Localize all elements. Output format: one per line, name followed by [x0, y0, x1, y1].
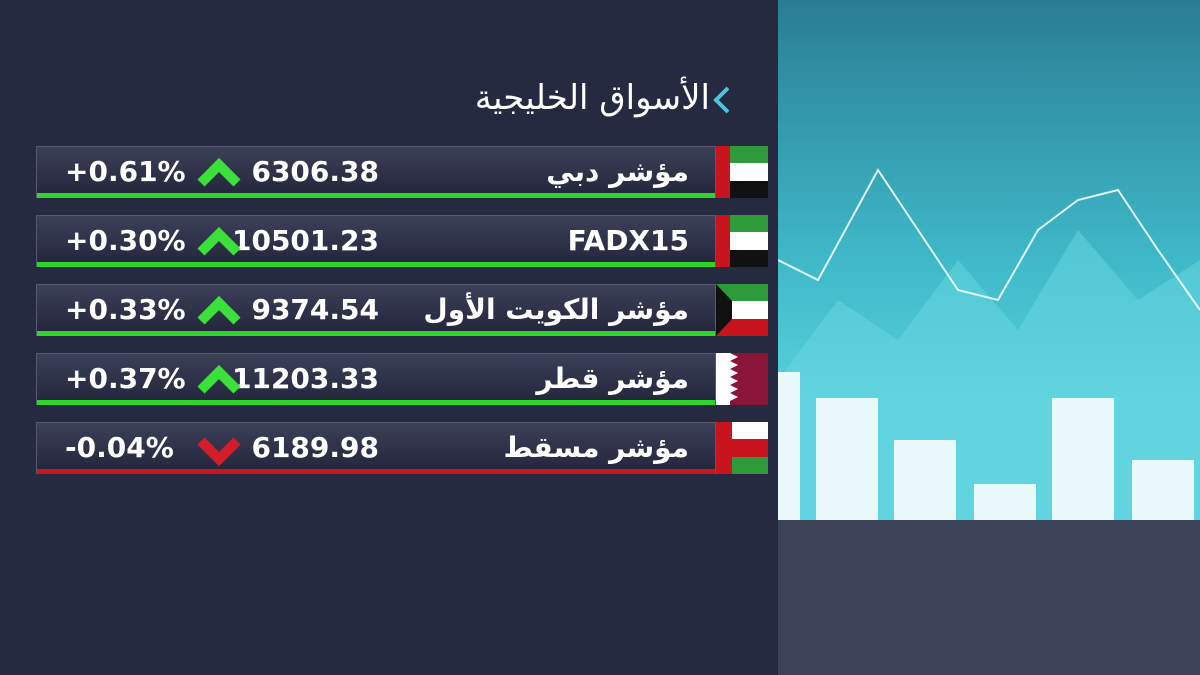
country-flag [716, 422, 768, 474]
country-flag [716, 146, 768, 198]
index-change: -0.04% [65, 431, 174, 464]
index-value: 6189.98 [251, 431, 379, 464]
index-value: 9374.54 [251, 293, 379, 326]
country-flag [716, 284, 768, 336]
market-row: مؤشر مسقط 6189.98 -0.04% [36, 422, 716, 474]
index-name: مؤشر مسقط [503, 431, 689, 464]
index-value: 10501.23 [231, 224, 379, 257]
row-underline [37, 262, 715, 267]
market-row: مؤشر قطر 11203.33 +0.37% [36, 353, 716, 405]
row-underline [37, 400, 715, 405]
chevron-icon [713, 86, 730, 114]
trend-arrow [197, 226, 241, 256]
row-underline [37, 193, 715, 198]
trend-arrow [197, 364, 241, 394]
background-image [778, 0, 1200, 675]
index-name: مؤشر دبي [546, 155, 689, 188]
index-value: 6306.38 [251, 155, 379, 188]
row-underline [37, 469, 715, 474]
trend-arrow [197, 295, 241, 325]
index-value: 11203.33 [231, 362, 379, 395]
index-change: +0.30% [65, 224, 186, 257]
market-row: مؤشر الكويت الأول 9374.54 +0.33% [36, 284, 716, 336]
country-flag [716, 353, 768, 405]
market-row: مؤشر دبي 6306.38 +0.61% [36, 146, 716, 198]
index-name: مؤشر الكويت الأول [423, 293, 689, 326]
index-change: +0.61% [65, 155, 186, 188]
index-name: FADX15 [567, 224, 689, 257]
row-underline [37, 331, 715, 336]
header-title: الأسواق الخليجية [474, 78, 710, 118]
country-flag [716, 215, 768, 267]
index-name: مؤشر قطر [536, 362, 689, 395]
market-row: FADX15 10501.23 +0.30% [36, 215, 716, 267]
index-change: +0.33% [65, 293, 186, 326]
index-change: +0.37% [65, 362, 186, 395]
trend-arrow [197, 157, 241, 187]
trend-arrow [197, 437, 241, 467]
